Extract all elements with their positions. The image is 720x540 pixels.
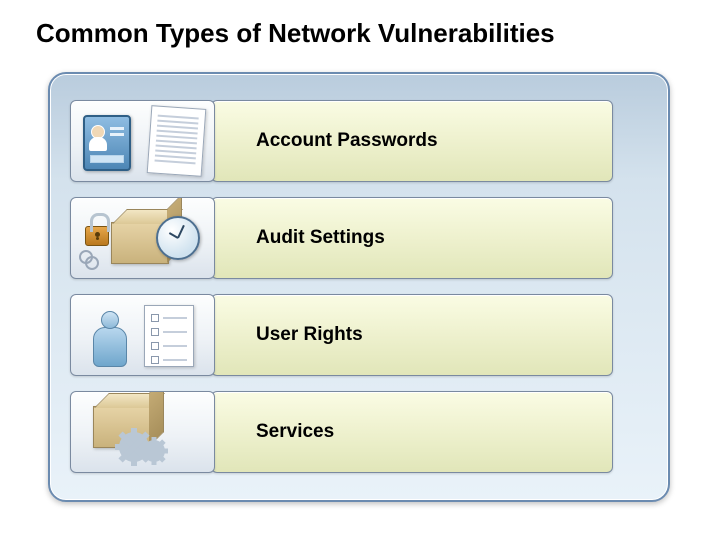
page-title: Common Types of Network Vulnerabilities [0,0,720,49]
row-label: User Rights [211,294,613,376]
user-checklist-icon [70,294,215,376]
vulnerabilities-panel: Account Passwords Audit Settings User Ri… [48,72,670,502]
row-label: Services [211,391,613,473]
row-label: Account Passwords [211,100,613,182]
id-card-document-icon [70,100,215,182]
box-gears-icon [70,391,215,473]
row-user-rights: User Rights [70,294,613,376]
row-label: Audit Settings [211,197,613,279]
row-audit-settings: Audit Settings [70,197,613,279]
lock-box-clock-icon [70,197,215,279]
row-services: Services [70,391,613,473]
row-account-passwords: Account Passwords [70,100,613,182]
